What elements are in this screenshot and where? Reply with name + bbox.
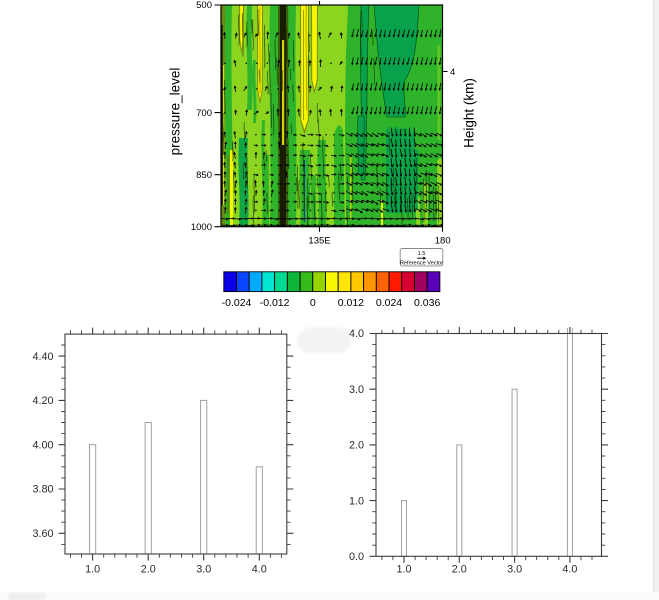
svg-text:4.0: 4.0 (252, 564, 267, 576)
svg-text:2.0: 2.0 (141, 564, 156, 576)
svg-text:1000: 1000 (191, 222, 212, 233)
svg-text:2.0: 2.0 (349, 440, 364, 452)
svg-text:3.0: 3.0 (196, 564, 211, 576)
svg-text:1.0: 1.0 (349, 495, 364, 507)
svg-text:3.60: 3.60 (32, 528, 53, 540)
svg-text:0.012: 0.012 (338, 297, 364, 309)
svg-text:Reference Vector: Reference Vector (400, 260, 443, 266)
svg-text:500: 500 (196, 0, 212, 11)
svg-text:3.0: 3.0 (349, 384, 364, 396)
svg-text:2.0: 2.0 (452, 564, 467, 576)
svg-text:3.80: 3.80 (32, 484, 53, 496)
svg-text:Height (km): Height (km) (462, 78, 477, 148)
svg-text:0.024: 0.024 (376, 297, 402, 309)
svg-text:-0.012: -0.012 (260, 297, 290, 309)
svg-text:4: 4 (450, 67, 455, 78)
svg-text:0.036: 0.036 (414, 297, 440, 309)
svg-text:700: 700 (196, 108, 212, 119)
svg-text:1.0: 1.0 (396, 564, 411, 576)
svg-text:4.00: 4.00 (32, 439, 53, 451)
svg-text:180: 180 (435, 236, 451, 247)
svg-text:1.0: 1.0 (85, 564, 100, 576)
svg-text:4.0: 4.0 (562, 564, 577, 576)
svg-text:850: 850 (196, 170, 212, 181)
svg-text:4.20: 4.20 (32, 395, 53, 407)
svg-text:3.0: 3.0 (507, 564, 522, 576)
svg-text:4.40: 4.40 (32, 351, 53, 363)
svg-text:135E: 135E (308, 236, 330, 247)
svg-text:pressure_level: pressure_level (168, 68, 183, 156)
svg-text:0.0: 0.0 (349, 551, 364, 563)
svg-text:-0.024: -0.024 (222, 297, 252, 309)
svg-text:1.5: 1.5 (417, 251, 425, 257)
svg-text:0: 0 (310, 297, 316, 309)
svg-text:4.0: 4.0 (349, 328, 364, 340)
